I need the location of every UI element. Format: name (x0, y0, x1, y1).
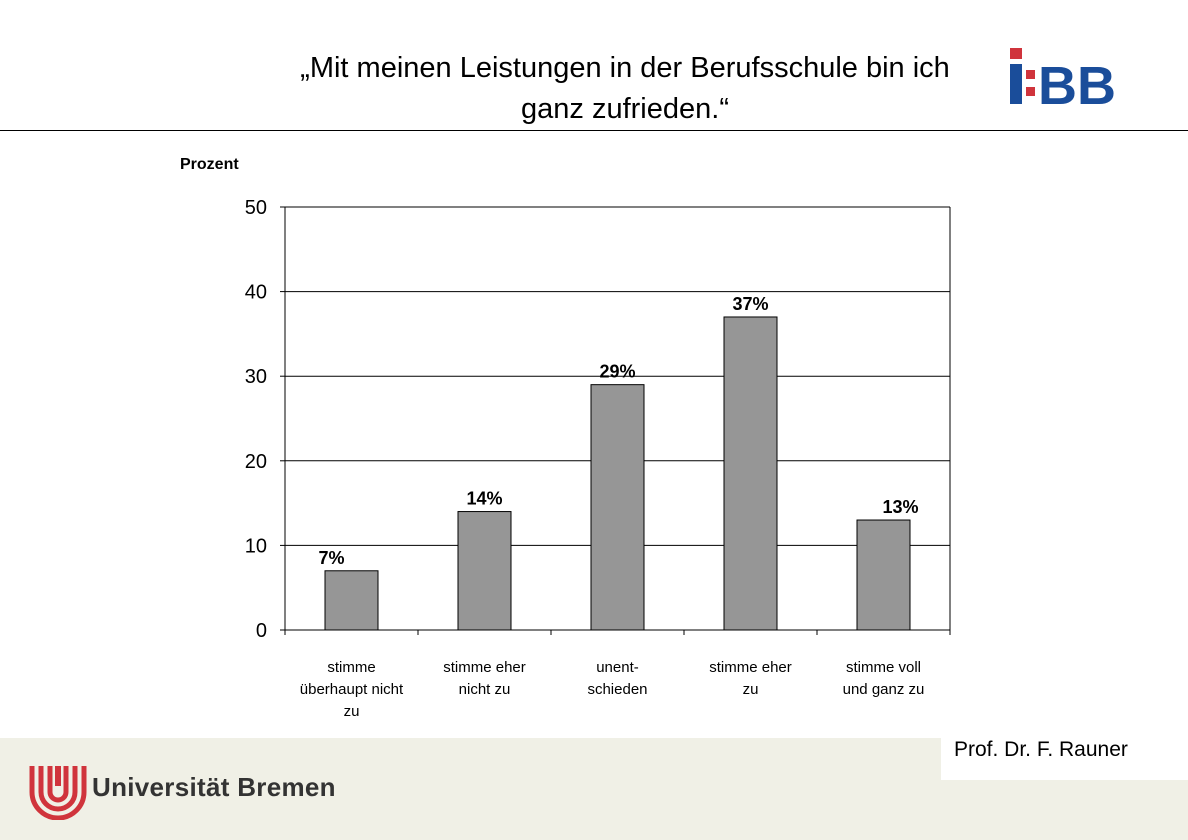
x-category-label: stimme eher nicht zu (443, 659, 526, 698)
y-tick-label: 50 (245, 197, 267, 219)
x-category-label-line: stimme eher (443, 659, 526, 676)
bar (723, 316, 778, 631)
x-category-label-line: stimme eher (709, 659, 792, 676)
author-box (941, 725, 1188, 780)
y-tick-label: 40 (245, 282, 267, 304)
university-name: Universität Bremen (92, 772, 336, 802)
data-label: 29% (599, 362, 635, 382)
x-category-label-line: stimme (327, 659, 375, 676)
x-category-label-line: unent- (596, 659, 639, 676)
x-category-label-line: schieden (587, 681, 647, 698)
data-label: 13% (882, 497, 918, 517)
bar (324, 570, 379, 631)
page-title: „Mit meinen Leistungen in der Berufsschu… (200, 48, 1050, 130)
x-category-label: stimme eher zu (709, 659, 792, 698)
x-category-label: stimme voll und ganz zu (843, 659, 925, 698)
x-category-label-line: zu (344, 703, 360, 720)
header-divider (0, 130, 1188, 131)
x-category-label-line: stimme voll (846, 659, 921, 676)
x-category-label: stimme überhaupt nicht zu (300, 659, 404, 720)
svg-text:BB: BB (1038, 56, 1116, 110)
x-category-label: unent-schieden (587, 659, 647, 698)
bar-chart: 0 10 20 30 40 50 7% stimme überhaupt nicht zu 14% s… (245, 197, 951, 720)
data-label: 14% (466, 489, 502, 509)
bar (457, 511, 512, 631)
university-seal-icon (29, 766, 87, 820)
y-tick-label: 10 (245, 535, 267, 557)
bar (590, 384, 645, 631)
ibb-logo: BB (1010, 48, 1116, 110)
title-line-1: „Mit meinen Leistungen in der Berufsschu… (300, 52, 950, 84)
x-category-label-line: zu (743, 681, 759, 698)
y-tick-label: 30 (245, 366, 267, 388)
y-tick-label: 0 (256, 620, 267, 642)
bar (856, 519, 911, 631)
y-axis-label: Prozent (180, 156, 239, 173)
x-category-label-line: überhaupt nicht (300, 681, 404, 698)
author-name: Prof. Dr. F. Rauner (954, 738, 1128, 761)
x-category-label-line: und ganz zu (843, 681, 925, 698)
y-tick-label: 20 (245, 451, 267, 473)
x-category-label-line: nicht zu (459, 681, 511, 698)
data-label: 37% (732, 294, 768, 314)
data-label: 7% (318, 548, 344, 568)
title-line-2: ganz zufrieden.“ (521, 93, 729, 125)
